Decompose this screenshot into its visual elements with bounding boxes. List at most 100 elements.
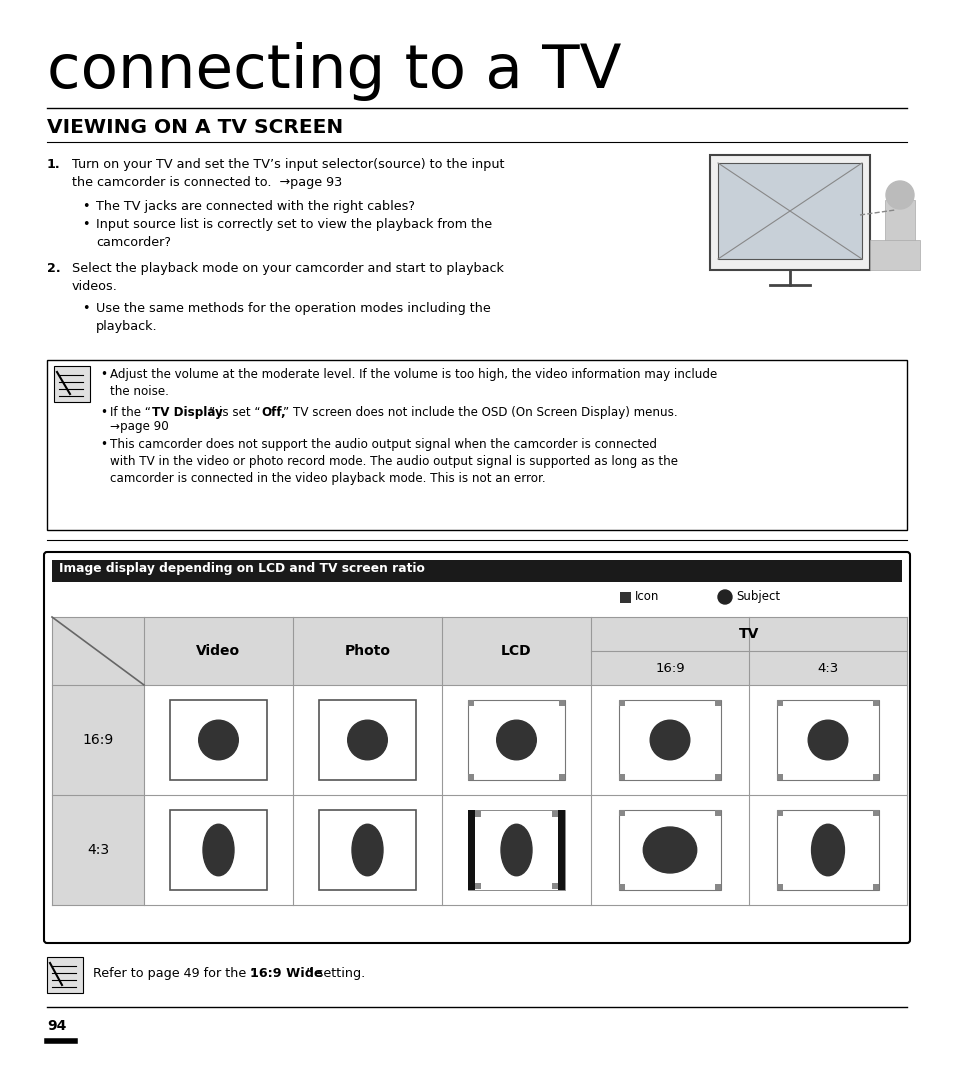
Bar xyxy=(776,700,879,780)
Circle shape xyxy=(718,590,731,604)
Bar xyxy=(468,700,564,780)
Bar xyxy=(872,884,879,889)
Circle shape xyxy=(347,720,387,759)
Bar xyxy=(715,884,720,889)
Bar xyxy=(872,774,879,780)
Ellipse shape xyxy=(642,827,696,873)
Text: →page 90: →page 90 xyxy=(110,420,169,433)
Text: •: • xyxy=(82,218,90,231)
Text: 16:9 Wide: 16:9 Wide xyxy=(250,967,322,980)
Text: •: • xyxy=(82,200,90,213)
Bar xyxy=(468,700,474,706)
Bar xyxy=(47,957,83,993)
Text: 16:9: 16:9 xyxy=(82,733,113,747)
Bar xyxy=(293,685,441,795)
Text: 1.: 1. xyxy=(47,158,61,171)
Bar xyxy=(52,618,144,685)
Circle shape xyxy=(885,181,913,209)
Bar xyxy=(709,155,869,269)
Bar xyxy=(468,774,474,780)
Bar xyxy=(468,811,475,889)
Text: Subject: Subject xyxy=(735,590,780,603)
Bar xyxy=(618,774,624,780)
Bar xyxy=(776,811,879,889)
Bar xyxy=(558,811,564,889)
Circle shape xyxy=(807,720,847,759)
Ellipse shape xyxy=(811,825,843,876)
Text: 16:9: 16:9 xyxy=(655,661,684,674)
Bar xyxy=(52,685,144,795)
Bar xyxy=(475,812,480,817)
Text: Adjust the volume at the moderate level. If the volume is too high, the video in: Adjust the volume at the moderate level.… xyxy=(110,368,717,398)
Text: 4:3: 4:3 xyxy=(87,843,109,858)
Bar xyxy=(441,795,590,906)
Bar xyxy=(558,774,564,780)
Text: Turn on your TV and set the TV’s input selector(source) to the input
the camcord: Turn on your TV and set the TV’s input s… xyxy=(71,158,504,189)
Bar xyxy=(872,811,879,816)
Bar xyxy=(618,884,624,889)
Text: ” setting.: ” setting. xyxy=(306,967,365,980)
Ellipse shape xyxy=(500,825,532,876)
Text: The TV jacks are connected with the right cables?: The TV jacks are connected with the righ… xyxy=(96,200,415,213)
Bar xyxy=(715,700,720,706)
Bar xyxy=(552,812,558,817)
Text: 2.: 2. xyxy=(47,262,61,275)
Bar xyxy=(590,685,748,795)
Text: This camcorder does not support the audio output signal when the camcorder is co: This camcorder does not support the audi… xyxy=(110,437,678,485)
Bar xyxy=(590,618,748,685)
Text: Refer to page 49 for the “: Refer to page 49 for the “ xyxy=(92,967,256,980)
Bar xyxy=(47,360,906,530)
Text: Select the playback mode on your camcorder and start to playback
videos.: Select the playback mode on your camcord… xyxy=(71,262,503,293)
Bar xyxy=(552,883,558,888)
Text: •: • xyxy=(100,406,107,419)
Bar xyxy=(54,365,90,401)
Bar xyxy=(144,685,293,795)
Text: •: • xyxy=(82,302,90,315)
Bar xyxy=(293,618,441,685)
Text: connecting to a TV: connecting to a TV xyxy=(47,41,620,101)
Bar xyxy=(52,560,901,582)
Bar xyxy=(872,700,879,706)
Bar xyxy=(618,700,624,706)
Bar xyxy=(293,795,441,906)
Bar xyxy=(619,592,630,603)
Bar xyxy=(618,700,720,780)
Bar xyxy=(884,200,914,250)
Text: 4:3: 4:3 xyxy=(817,661,838,674)
Bar xyxy=(748,795,906,906)
Ellipse shape xyxy=(203,825,233,876)
Text: ” is set “: ” is set “ xyxy=(209,406,260,419)
Bar xyxy=(748,618,906,685)
Bar xyxy=(441,618,590,685)
Bar xyxy=(590,795,748,906)
Text: •: • xyxy=(100,368,107,381)
Text: Image display depending on LCD and TV screen ratio: Image display depending on LCD and TV sc… xyxy=(59,562,424,575)
Text: TV: TV xyxy=(738,627,759,642)
Bar xyxy=(748,685,906,795)
Text: Photo: Photo xyxy=(344,644,390,658)
Bar xyxy=(468,811,564,889)
Text: Off,: Off, xyxy=(261,406,285,419)
Circle shape xyxy=(497,720,536,759)
Ellipse shape xyxy=(352,825,382,876)
Circle shape xyxy=(198,720,238,759)
Bar xyxy=(776,884,781,889)
Bar xyxy=(558,700,564,706)
Bar xyxy=(52,795,144,906)
Text: •: • xyxy=(100,437,107,451)
Bar xyxy=(475,883,480,888)
Bar xyxy=(869,240,919,269)
Text: Use the same methods for the operation modes including the
playback.: Use the same methods for the operation m… xyxy=(96,302,490,333)
Text: Input source list is correctly set to view the playback from the
camcorder?: Input source list is correctly set to vi… xyxy=(96,218,492,249)
Bar xyxy=(318,700,416,780)
Bar xyxy=(618,811,624,816)
Bar xyxy=(718,163,862,259)
FancyBboxPatch shape xyxy=(44,552,909,943)
Bar xyxy=(144,618,293,685)
Bar xyxy=(776,774,781,780)
Text: Video: Video xyxy=(196,644,240,658)
Text: Icon: Icon xyxy=(635,590,659,603)
Bar xyxy=(318,811,416,889)
Bar xyxy=(715,774,720,780)
Bar xyxy=(776,700,781,706)
